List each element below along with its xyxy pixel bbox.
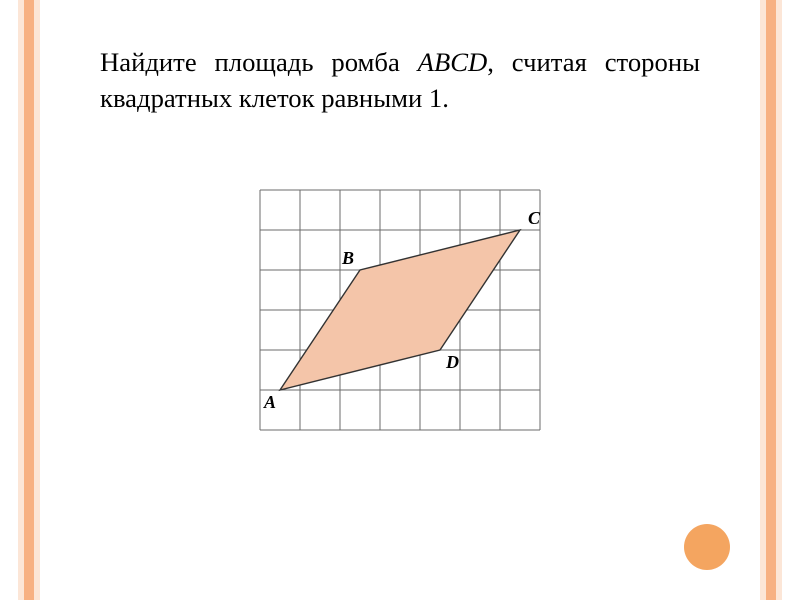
corner-circle-icon [684,524,730,570]
problem-prefix: Найдите площадь ромба [100,47,418,77]
left-stripe-inner [24,0,34,600]
vertex-label: B [341,248,354,268]
figure: A B C D [250,180,550,445]
problem-text: Найдите площадь ромба ABCD, считая сторо… [100,44,700,116]
vertex-label: C [528,208,541,228]
slide: Найдите площадь ромба ABCD, считая сторо… [0,0,800,600]
vertex-label: D [445,352,459,372]
figure-svg: A B C D [250,180,550,440]
vertex-label: A [263,392,276,412]
right-stripe-inner [766,0,776,600]
shape-name: ABCD [418,47,488,77]
